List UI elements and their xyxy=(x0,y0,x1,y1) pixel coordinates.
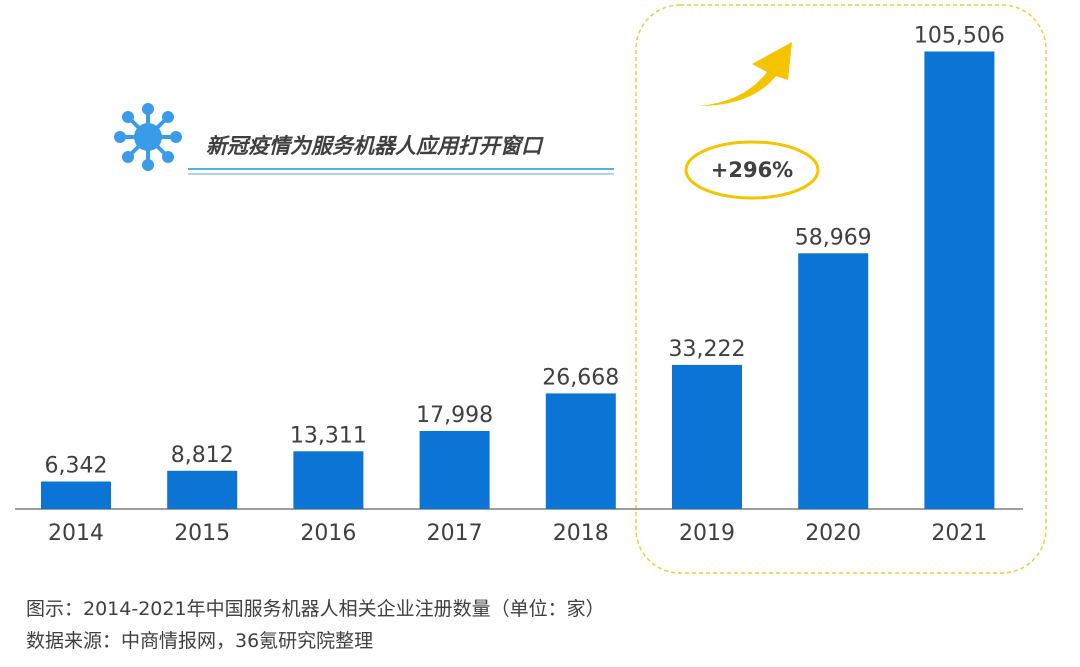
headline: 新冠疫情为服务机器人应用打开窗口 xyxy=(206,134,544,158)
bar-2017 xyxy=(419,431,490,509)
data-source: 数据来源：中商情报网，36氪研究院整理 xyxy=(26,630,374,652)
x-tick-2017: 2017 xyxy=(427,521,483,546)
data-label-2015: 8,812 xyxy=(171,443,234,468)
x-tick-2014: 2014 xyxy=(48,521,104,546)
virus-icon xyxy=(114,103,182,171)
growth-badge xyxy=(684,140,820,200)
x-tick-2018: 2018 xyxy=(553,521,609,546)
x-tick-2016: 2016 xyxy=(300,521,356,546)
data-label-2018: 26,668 xyxy=(542,365,619,390)
data-label-2014: 6,342 xyxy=(45,454,108,479)
up-arrow-icon xyxy=(698,42,792,106)
data-labels: 6,342 8,812 13,311 17,998 26,668 33,222 … xyxy=(45,24,1005,479)
bars xyxy=(41,51,995,509)
x-tick-2015: 2015 xyxy=(174,521,230,546)
highlight-frame xyxy=(635,4,1047,574)
growth-label: +296% xyxy=(711,158,793,182)
bar-2020 xyxy=(798,253,869,509)
bar-2014 xyxy=(41,481,111,509)
bar-2016 xyxy=(293,451,364,509)
bar-2019 xyxy=(672,364,742,509)
x-tick-labels: 2014 2015 2016 2017 2018 2019 2020 2021 xyxy=(48,521,987,546)
bar-2018 xyxy=(545,393,616,509)
bar-2015 xyxy=(167,470,238,509)
data-label-2020: 58,969 xyxy=(795,225,872,250)
data-label-2021: 105,506 xyxy=(914,24,1005,49)
x-tick-2020: 2020 xyxy=(805,521,861,546)
x-tick-2021: 2021 xyxy=(931,521,987,546)
bar-2021 xyxy=(924,51,995,509)
figure-caption: 图示：2014-2021年中国服务机器人相关企业注册数量（单位：家） xyxy=(26,598,605,620)
data-label-2019: 33,222 xyxy=(669,337,746,362)
x-tick-2019: 2019 xyxy=(679,521,735,546)
data-label-2016: 13,311 xyxy=(290,423,367,448)
data-label-2017: 17,998 xyxy=(416,403,493,428)
